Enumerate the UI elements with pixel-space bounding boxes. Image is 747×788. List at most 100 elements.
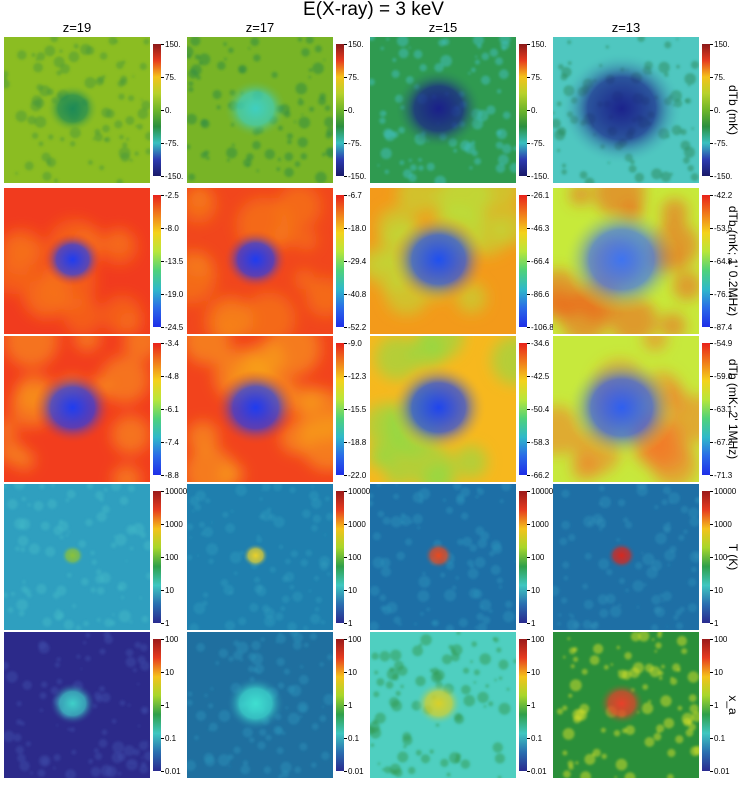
colorbar-tick-mark — [710, 475, 713, 476]
colorbar-tick-label: 1 — [714, 619, 719, 628]
colorbar-tick-label: -75. — [348, 139, 362, 148]
colorbar-tick-label: 0.01 — [165, 767, 181, 776]
colorbar-tick-label: -71.3 — [714, 471, 733, 480]
colorbar-tick-mark — [344, 639, 347, 640]
heatmap-panel — [370, 37, 516, 183]
colorbar-tick-label: -4.8 — [165, 372, 179, 381]
colorbar-tick-label: -29.4 — [348, 257, 367, 266]
colorbar-tick-mark — [161, 771, 164, 772]
colorbar-tick-mark — [527, 524, 530, 525]
heatmap-image — [187, 37, 333, 183]
colorbar-tick-label: 0.1 — [348, 734, 360, 743]
column-label: z=13 — [611, 20, 641, 35]
colorbar-tick-label: 10 — [714, 668, 723, 677]
colorbar-tick-label: 10 — [348, 668, 357, 677]
colorbar-tick-mark — [161, 491, 164, 492]
colorbar-tick-mark — [527, 376, 530, 377]
colorbar-tick-mark — [161, 738, 164, 739]
heatmap-panel — [553, 336, 699, 482]
colorbar-tick-mark — [527, 639, 530, 640]
heatmap-image — [4, 632, 150, 778]
colorbar-tick-mark — [710, 705, 713, 706]
colorbar-tick-label: 0. — [165, 106, 172, 115]
colorbar — [702, 343, 710, 475]
colorbar-tick-mark — [344, 409, 347, 410]
colorbar-tick-label: 1 — [165, 701, 170, 710]
colorbar-tick-label: 10 — [531, 668, 540, 677]
colorbar — [519, 343, 527, 475]
colorbar-tick-label: -2.5 — [165, 191, 179, 200]
colorbar-tick-label: -6.1 — [165, 405, 179, 414]
heatmap-panel — [187, 632, 333, 778]
central-feature — [43, 232, 102, 287]
colorbar-tick-label: 150. — [531, 40, 547, 49]
row-label: x_a — [726, 695, 740, 715]
colorbar-tick-mark — [527, 77, 530, 78]
central-feature — [607, 542, 637, 569]
colorbar-tick-label: 10000 — [714, 487, 737, 496]
central-feature — [390, 363, 487, 452]
colorbar-tick-mark — [344, 44, 347, 45]
colorbar-tick-label: 1 — [531, 701, 536, 710]
colorbar-tick-label: -52.2 — [348, 323, 367, 332]
central-feature — [46, 84, 99, 133]
colorbar-tick-mark — [710, 261, 713, 262]
colorbar-tick-label: 100 — [531, 635, 545, 644]
colorbar-tick-label: 0. — [531, 106, 538, 115]
colorbar-tick-label: 1 — [714, 701, 719, 710]
heatmap-image — [553, 336, 699, 482]
colorbar-tick-label: -75. — [714, 139, 728, 148]
colorbar-tick-label: -53.5 — [714, 224, 733, 233]
colorbar-tick-label: -6.7 — [348, 191, 362, 200]
heatmap-panel — [4, 336, 150, 482]
colorbar-tick-label: -63.1 — [714, 405, 733, 414]
colorbar-tick-mark — [161, 672, 164, 673]
colorbar — [153, 44, 161, 176]
heatmap-panel — [553, 188, 699, 334]
colorbar-tick-label: 75. — [714, 73, 726, 82]
colorbar-tick-mark — [527, 672, 530, 673]
colorbar — [336, 639, 344, 771]
heatmap-image — [187, 188, 333, 334]
colorbar-tick-label: 100 — [714, 635, 728, 644]
heatmap-image — [4, 484, 150, 630]
colorbar-tick-mark — [710, 143, 713, 144]
colorbar-tick-label: -9.0 — [348, 339, 362, 348]
heatmap-texture — [556, 632, 699, 778]
central-feature — [60, 544, 85, 567]
colorbar — [336, 491, 344, 623]
colorbar — [519, 195, 527, 327]
central-feature — [415, 682, 462, 726]
colorbar-tick-label: 0.01 — [531, 767, 547, 776]
colorbar-tick-mark — [710, 327, 713, 328]
colorbar-tick-label: -75. — [165, 139, 179, 148]
central-feature — [226, 676, 285, 731]
colorbar-tick-mark — [710, 77, 713, 78]
colorbar — [702, 195, 710, 327]
row-label: T (K) — [726, 543, 740, 571]
colorbar-tick-label: 1000 — [348, 520, 366, 529]
central-feature — [566, 356, 678, 459]
colorbar-tick-label: 10000 — [531, 487, 554, 496]
colorbar-tick-mark — [710, 590, 713, 591]
colorbar-tick-mark — [527, 705, 530, 706]
colorbar-tick-label: 10 — [165, 586, 174, 595]
heatmap-texture — [370, 632, 516, 778]
colorbar-tick-label: -46.3 — [531, 224, 550, 233]
heatmap-panel — [370, 632, 516, 778]
colorbar — [702, 639, 710, 771]
heatmap-image — [370, 336, 516, 482]
colorbar-tick-label: 150. — [348, 40, 364, 49]
heatmap-panel — [370, 188, 516, 334]
colorbar-tick-label: 0. — [714, 106, 721, 115]
colorbar-tick-mark — [710, 44, 713, 45]
colorbar-tick-label: -76.1 — [714, 290, 733, 299]
colorbar-tick-mark — [527, 475, 530, 476]
colorbar-tick-mark — [527, 143, 530, 144]
colorbar-tick-mark — [527, 294, 530, 295]
central-feature — [214, 369, 297, 446]
colorbar-tick-mark — [527, 590, 530, 591]
colorbar-tick-mark — [344, 557, 347, 558]
colorbar-tick-mark — [527, 557, 530, 558]
colorbar — [702, 491, 710, 623]
